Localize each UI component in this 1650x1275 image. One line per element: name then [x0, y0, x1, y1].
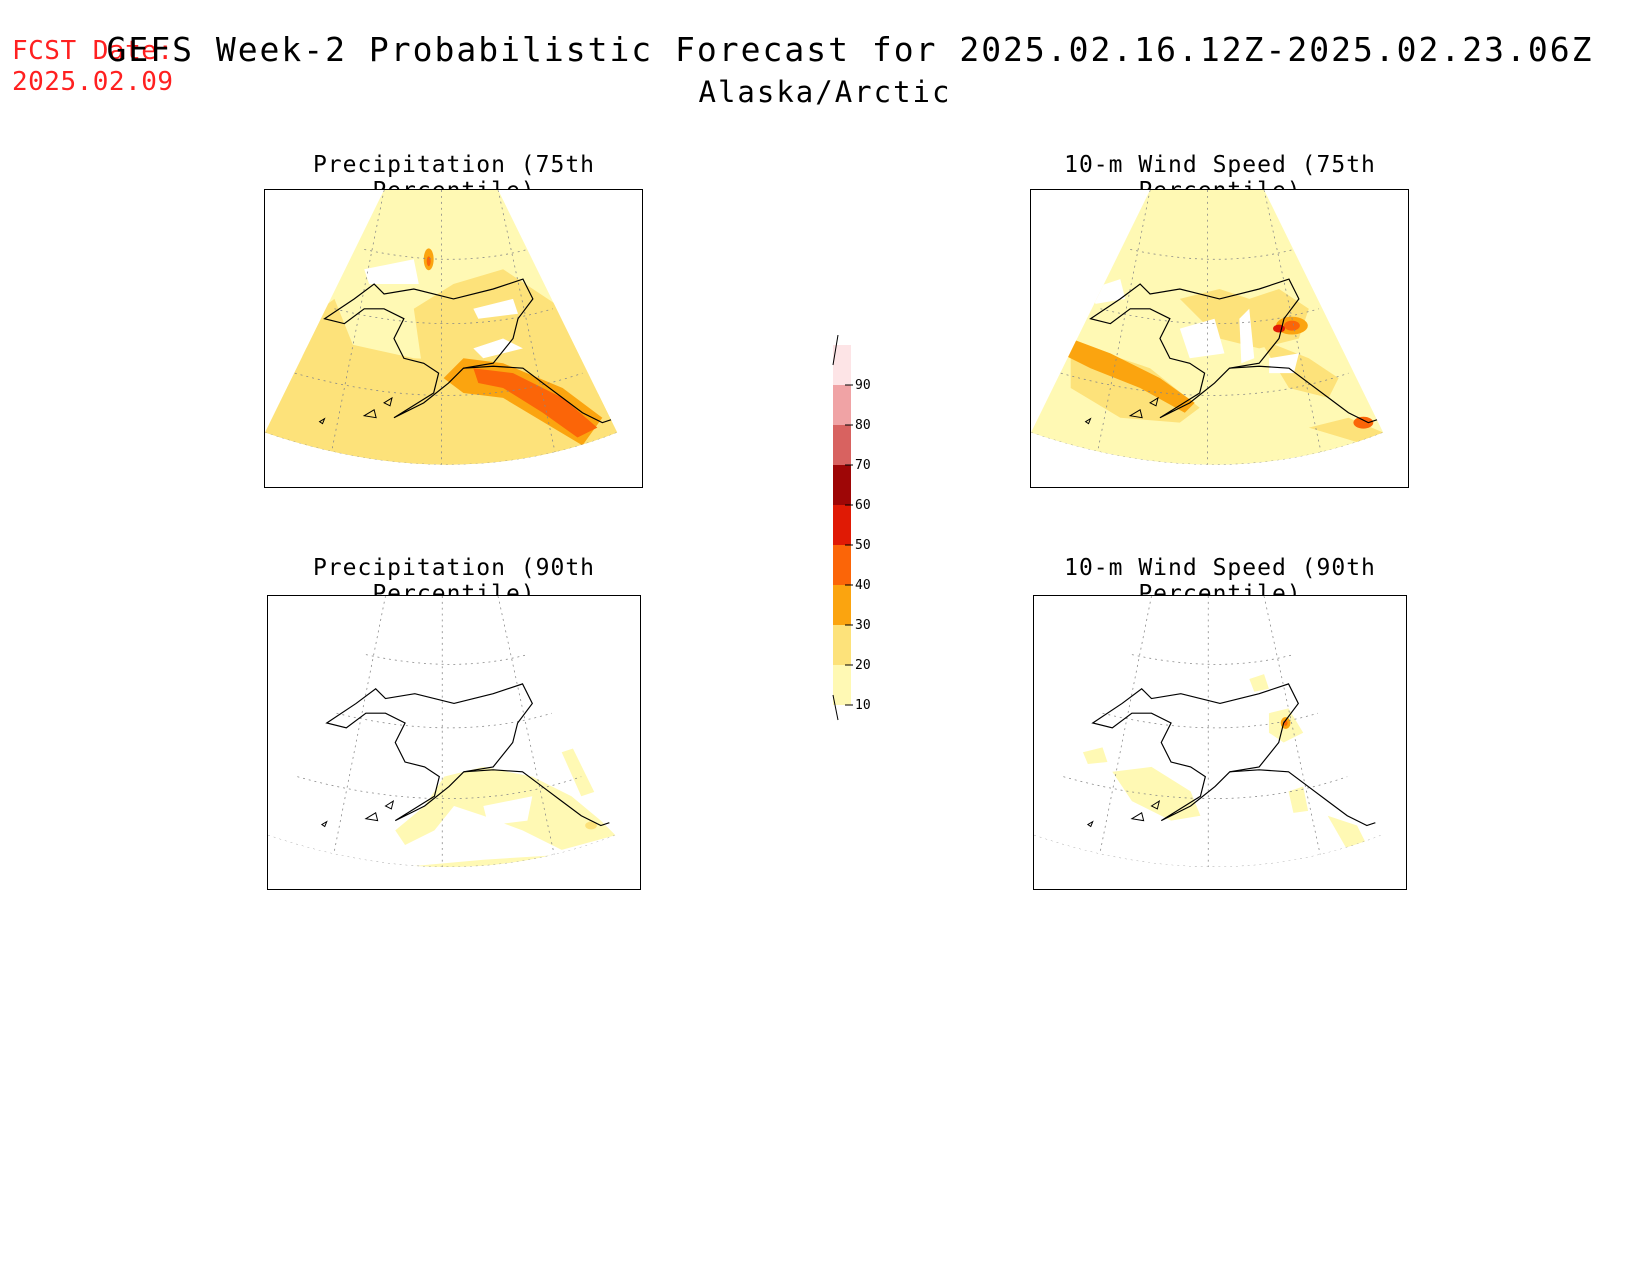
figure-title-region: Alaska/Arctic	[698, 75, 952, 109]
shade-20	[585, 821, 597, 830]
colorbar-tick-label: 40	[855, 578, 871, 593]
graticule	[265, 190, 618, 465]
colorbar-labels: 10 20 30 40 50 60 70 80 90	[845, 378, 871, 713]
colorbar-swatch	[833, 345, 851, 385]
colorbar-swatch	[833, 425, 851, 465]
shade-none	[364, 259, 419, 285]
alaska-southcoast	[463, 365, 618, 424]
shade-10	[375, 854, 592, 868]
shade-20	[1308, 417, 1384, 443]
shade-10	[1112, 766, 1201, 821]
colorbar-tick-label: 60	[855, 498, 871, 513]
graticule	[1034, 596, 1382, 868]
shade-40	[1283, 320, 1300, 331]
map-panel-wind-75	[1030, 189, 1409, 488]
graticule	[1031, 190, 1384, 465]
alaska-southcoast	[1229, 769, 1382, 827]
shade-none	[1179, 318, 1225, 359]
figure-title: GEFS Week-2 Probabilistic Forecast for 2…	[0, 30, 1650, 109]
colorbar-tick-label: 20	[855, 658, 871, 673]
alaska-coastline	[1091, 683, 1300, 822]
shade-20	[294, 298, 355, 364]
shade-50	[1273, 324, 1285, 333]
map-panel-wind-90	[1033, 595, 1407, 890]
colorbar-swatch	[833, 625, 851, 665]
shade-10	[1288, 786, 1309, 813]
colorbar-swatch	[833, 505, 851, 545]
shade-10	[1249, 674, 1269, 692]
colorbar-tick-label: 30	[855, 618, 871, 633]
map-precip-75	[265, 190, 618, 465]
alaska-coastline	[325, 683, 534, 822]
shade-none	[473, 298, 518, 319]
shade-40	[426, 256, 431, 267]
colorbar-swatch	[833, 465, 851, 505]
map-panel-precip-90	[267, 595, 641, 890]
map-panel-precip-75	[264, 189, 643, 488]
colorbar-tick-label: 10	[855, 698, 871, 713]
map-precip-90	[268, 596, 616, 868]
shade-40	[1353, 416, 1374, 429]
map-wind-75	[1031, 190, 1384, 465]
colorbar-tick-label: 80	[855, 418, 871, 433]
shade-none	[473, 338, 523, 359]
graticule	[268, 596, 616, 868]
shade-20	[1259, 338, 1339, 398]
shade-10	[1082, 747, 1108, 764]
colorbar-tick-label: 90	[855, 378, 871, 393]
alaska-coastline	[323, 278, 534, 419]
colorbar-tick-label: 70	[855, 458, 871, 473]
colorbar-swatch	[833, 385, 851, 425]
forecast-date-value: 2025.02.09	[12, 67, 174, 97]
colorbar-swatch	[833, 545, 851, 585]
colorbar-swatch	[833, 665, 851, 705]
figure-title-main: GEFS Week-2 Probabilistic Forecast for 2…	[106, 30, 1594, 69]
islands	[1084, 396, 1159, 425]
alaska-coastline	[1089, 278, 1300, 419]
colorbar-swatches	[833, 345, 851, 705]
map-wind-90	[1034, 596, 1382, 868]
islands	[318, 396, 393, 425]
shade-30	[1060, 338, 1195, 413]
colorbar-swatch	[833, 585, 851, 625]
shade-none	[483, 796, 533, 826]
islands	[1086, 800, 1161, 828]
shade-none	[1269, 353, 1299, 374]
colorbar: 10 20 30 40 50 60 70 80 90	[832, 335, 871, 721]
forecast-date: FCST Date: 2025.02.09	[12, 36, 174, 98]
shade-40	[473, 368, 598, 438]
forecast-date-label: FCST Date:	[12, 36, 174, 66]
alaska-southcoast	[1229, 365, 1384, 424]
shade-10	[1327, 815, 1367, 850]
colorbar-tick-label: 50	[855, 538, 871, 553]
shade-10	[561, 747, 596, 797]
islands	[320, 800, 395, 828]
shade-none	[1090, 279, 1126, 304]
alaska-southcoast	[463, 769, 616, 827]
